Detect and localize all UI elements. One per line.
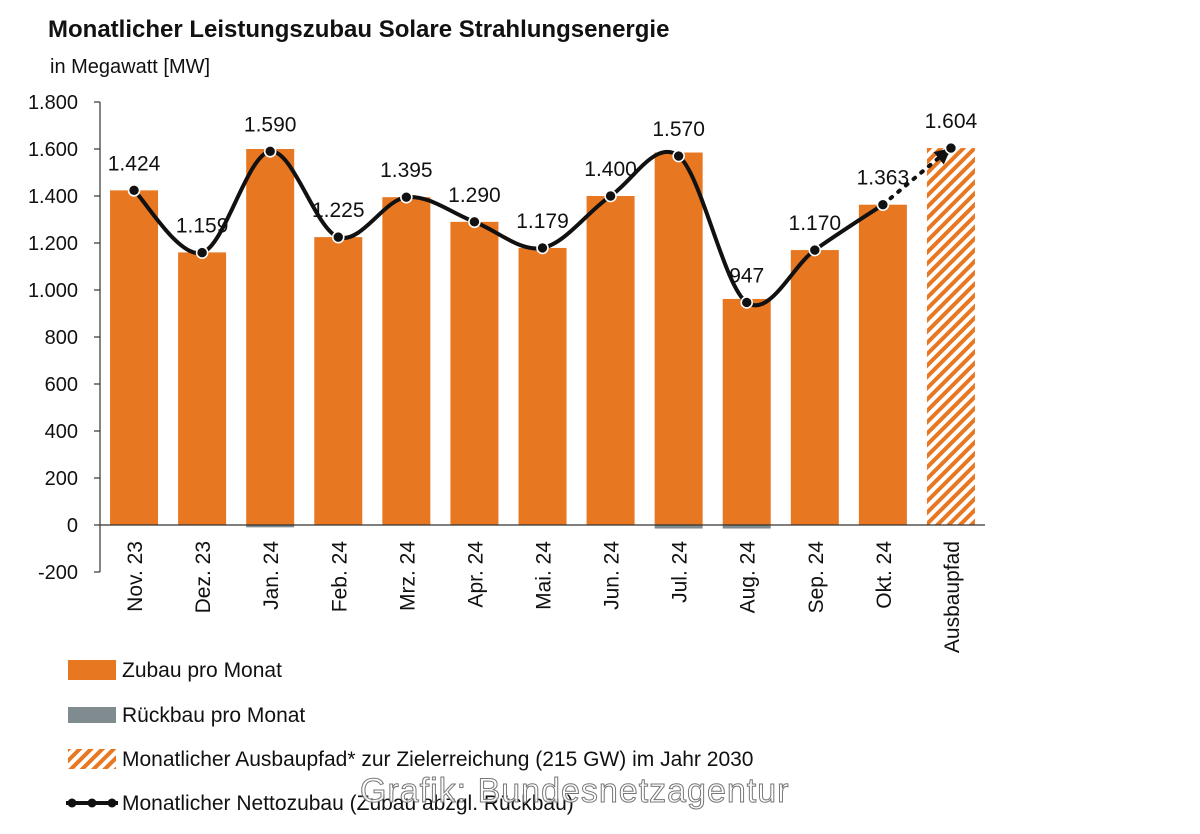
y-tick-label: 0 [67,515,78,537]
y-tick-label: 400 [45,421,78,443]
bar-zubau-5 [450,221,499,525]
bar-zubau-4 [382,197,431,526]
y-tick-label: 1.000 [28,280,78,302]
chart-subtitle: in Megawatt [MW] [50,56,211,78]
x-tick-label: Apr. 24 [464,541,487,608]
legend-swatch-dot [107,798,117,808]
data-label-5: 1.290 [448,184,501,207]
data-label-4: 1.395 [380,159,433,182]
net-point-0 [127,184,141,197]
legend-label-2: Monatlicher Ausbaupfad* zur Zielerreichu… [122,748,753,771]
data-label-7: 1.400 [584,158,637,181]
bar-ausbaupfad-12 [926,148,975,525]
data-label-1: 1.159 [176,215,229,238]
legend-swatch-dot [67,798,77,808]
x-tick-label: Jan. 24 [260,541,283,610]
y-tick-label: 1.600 [28,139,78,161]
x-tick-label: Mai. 24 [533,541,556,610]
y-tick-label: 200 [45,468,78,490]
net-point-4 [400,190,413,204]
y-tick-label: -200 [38,562,78,584]
y-tick-label: 1.800 [28,92,78,114]
legend-swatch-zubau [68,660,116,680]
legend-swatch-dot [87,798,97,808]
data-label-9: 947 [729,264,764,287]
x-tick-label: Ausbaupfad [941,541,964,653]
data-label-12: 1.604 [925,110,978,133]
net-point-6 [536,241,549,255]
x-tick-label: Dez. 23 [192,541,215,613]
legend-label-3: Monatlicher Nettozubau (Zubau abzgl. Rüc… [122,792,574,815]
bar-zubau-0 [110,190,159,526]
bar-zubau-6 [518,247,567,525]
net-point-2 [263,145,277,158]
x-tick-label: Feb. 24 [328,541,351,613]
x-tick-label: Nov. 23 [124,541,147,612]
bar-zubau-9 [722,298,771,525]
y-tick-label: 600 [45,374,78,396]
net-point-3 [331,230,345,244]
bar-rueckbau-9 [722,525,771,529]
y-tick-label: 1.200 [28,233,78,255]
x-tick-label: Mrz. 24 [396,541,419,611]
legend-swatch-ausbaupfad [68,749,116,769]
legend-label-1: Rückbau pro Monat [122,704,305,727]
net-point-10 [808,243,822,257]
data-label-10: 1.170 [789,212,842,235]
bar-zubau-1 [178,252,227,525]
bar-zubau-2 [246,149,295,525]
bar-rueckbau-8 [654,525,703,529]
net-point-7 [604,189,617,203]
legend-label-0: Zubau pro Monat [122,659,282,682]
net-point-9 [740,296,754,309]
data-label-11: 1.363 [857,167,910,190]
bar-zubau-10 [790,250,839,526]
legend-swatch-rueckbau [68,707,116,723]
bar-zubau-8 [654,152,703,525]
net-point-1 [195,246,209,259]
watermark-text: Grafik: Bundesnetzagentur [359,772,790,811]
net-line-projection [880,154,943,207]
x-tick-label: Sep. 24 [805,541,828,614]
data-label-3: 1.225 [312,199,365,222]
x-tick-label: Aug. 24 [737,541,760,614]
data-label-0: 1.424 [108,152,161,175]
bar-rueckbau-2 [246,525,295,528]
bar-zubau-3 [314,237,363,525]
net-point-11 [876,198,890,211]
bar-zubau-11 [858,204,907,525]
y-tick-label: 1.400 [28,186,78,208]
data-label-6: 1.179 [516,210,569,233]
x-tick-label: Jul. 24 [669,541,692,603]
bar-zubau-7 [586,196,635,525]
net-point-8 [672,149,685,163]
chart-title: Monatlicher Leistungszubau Solare Strahl… [48,16,670,43]
data-label-8: 1.570 [652,118,705,141]
y-tick-label: 800 [45,327,78,349]
data-label-2: 1.590 [244,113,297,136]
x-tick-label: Jun. 24 [601,541,624,610]
net-point-5 [468,215,481,229]
x-tick-label: Okt. 24 [873,541,896,609]
net-point-12 [944,141,958,155]
